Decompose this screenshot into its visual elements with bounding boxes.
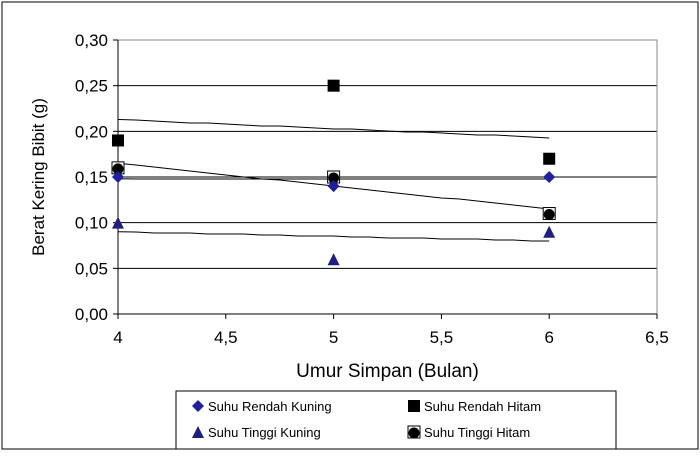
- data-point: [543, 153, 555, 165]
- x-tick-label: 5: [329, 328, 338, 347]
- point-circle: [544, 209, 555, 220]
- y-tick-label: 0,15: [75, 168, 108, 187]
- x-axis-label: Umur Simpan (Bulan): [296, 361, 479, 382]
- y-tick-label: 0,10: [75, 214, 108, 233]
- legend-label: Suhu Tinggi Kuning: [208, 425, 321, 440]
- x-tick-label: 4,5: [214, 328, 238, 347]
- y-tick-label: 0,30: [75, 31, 108, 50]
- data-point: [328, 80, 340, 92]
- data-point: [543, 208, 555, 221]
- y-axis-label: Berat Kering Bibit (g): [29, 98, 48, 256]
- y-tick-label: 0,20: [75, 122, 108, 141]
- x-tick-label: 4: [113, 328, 122, 347]
- x-tick-label: 6: [544, 328, 553, 347]
- y-tick-label: 0,25: [75, 77, 108, 96]
- data-point: [112, 134, 124, 146]
- legend-label: Suhu Rendah Hitam: [424, 399, 541, 414]
- legend-label: Suhu Rendah Kuning: [208, 399, 332, 414]
- y-tick-label: 0,00: [75, 305, 108, 324]
- legend-marker: [408, 400, 420, 412]
- x-tick-label: 6,5: [645, 328, 669, 347]
- legend: Suhu Rendah Kuning Suhu Rendah Hitam Suhu …: [176, 391, 616, 449]
- x-tick-label: 5,5: [430, 328, 454, 347]
- legend-label: Suhu Tinggi Hitam: [424, 425, 530, 440]
- y-tick-label: 0,05: [75, 259, 108, 278]
- legend-marker: [408, 426, 420, 439]
- point-circle: [409, 428, 420, 439]
